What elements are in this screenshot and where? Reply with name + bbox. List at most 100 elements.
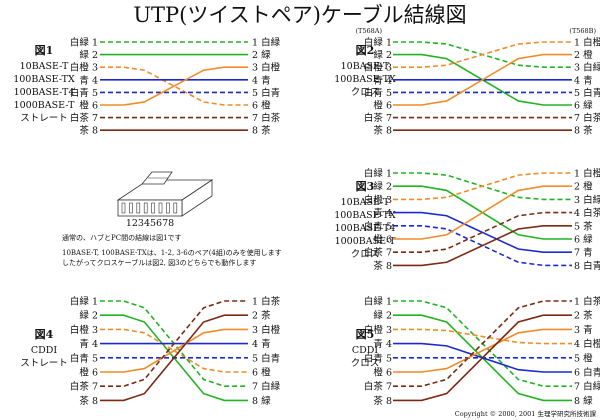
fig3-left-pin-1: 白緑 1	[364, 168, 392, 180]
fig4-right-pin-1: 1 白茶	[252, 296, 281, 308]
fig3-left-pin-2: 緑 2	[373, 181, 392, 193]
fig1-desc-4: 1000BASE-T	[14, 100, 76, 111]
fig1-left-pin-2: 緑 2	[79, 49, 98, 61]
note-1: 通常の、ハブとPC間の結線は図1です	[62, 233, 182, 242]
connector-contact-6	[158, 202, 163, 214]
fig1-left-pin-3: 白橙 3	[70, 62, 98, 74]
fig2-left-pin-2: 緑 2	[373, 49, 392, 61]
fig2-left-pin-5: 白青 5	[364, 87, 392, 99]
fig3-right-pin-1: 1 白橙	[574, 168, 600, 180]
fig2-left-pin-1: 白緑 1	[364, 37, 392, 49]
fig4-left-pin-1: 白緑 1	[70, 296, 98, 308]
fig5-right-pin-4: 4 白橙	[574, 338, 600, 350]
fig4-left-pin-8: 茶 8	[79, 395, 98, 407]
fig5-desc-2: クロス	[351, 358, 380, 369]
fig2-right-pin-1: 1 白橙	[574, 37, 600, 49]
fig2-std-left: (T568A)	[355, 27, 382, 35]
fig1-right-pin-8: 8 茶	[252, 125, 271, 137]
fig3-wire-8	[393, 225, 572, 267]
fig5-title: 図5	[356, 327, 375, 341]
connector-contact-4	[143, 202, 148, 214]
fig2-desc-1: 10BASE-T	[341, 61, 390, 72]
fig4-right-pin-2: 2 茶	[252, 310, 271, 322]
fig4-wire-6	[100, 328, 248, 373]
fig1-title: 図1	[35, 43, 54, 57]
fig4-desc-1: CDDI	[31, 345, 58, 356]
copyright: Copyright © 2000, 2001 生理学研究所技術課	[455, 409, 597, 418]
fig5-left-pin-1: 白緑 1	[364, 296, 392, 308]
fig1-right-pin-2: 2 緑	[252, 49, 271, 61]
fig5-right-pin-7: 7 白緑	[574, 381, 600, 393]
fig5-desc-1: CDDI	[352, 345, 379, 356]
fig4-left-pin-4: 青 4	[79, 338, 98, 350]
fig3-desc-4: 1000BASE-T	[335, 236, 397, 247]
fig3-left-pin-5: 白青 5	[364, 220, 392, 232]
fig2-right-pin-3: 3 白緑	[574, 62, 600, 74]
fig3-wire-3	[393, 172, 572, 201]
fig2-wire-6	[393, 53, 572, 106]
fig5-right-pin-2: 2 茶	[574, 310, 593, 322]
connector-contact-3	[136, 202, 141, 214]
fig4-right-pin-3: 3 白橙	[252, 324, 281, 336]
fig5-wire-7	[393, 300, 572, 387]
fig4-left-pin-2: 緑 2	[79, 310, 98, 322]
fig3-wire-6	[393, 185, 572, 240]
fig1-wire-3	[100, 66, 248, 106]
connector-contact-7	[166, 202, 170, 214]
connector-contact-5	[151, 202, 155, 214]
fig1-wire-6	[100, 66, 248, 106]
fig5-right-pin-6: 6 白青	[574, 367, 600, 379]
fig2-right-pin-6: 6 緑	[574, 100, 593, 112]
fig3-desc-3: 100BASE-T4	[335, 223, 396, 234]
fig5-left-pin-8: 茶 8	[373, 395, 392, 407]
fig2-right-pin-4: 4 青	[574, 74, 593, 86]
fig5-right-pin-3: 3 青	[574, 324, 593, 336]
fig2-right-pin-2: 2 橙	[574, 49, 593, 61]
fig1-desc-5: ストレート	[20, 113, 68, 124]
fig2-desc-2: 100BASE-TX	[334, 74, 396, 85]
fig2-desc-3: クロス	[351, 87, 380, 98]
fig5-wire-8	[393, 314, 572, 402]
fig5-left-pin-6: 橙 6	[373, 367, 392, 379]
fig2-left-pin-3: 白橙 3	[364, 62, 392, 74]
fig4-left-pin-3: 白橙 3	[70, 324, 98, 336]
fig2-right-pin-8: 8 茶	[574, 125, 593, 137]
fig3-desc-5: クロス	[351, 249, 380, 260]
fig1-left-pin-8: 茶 8	[79, 125, 98, 137]
fig1-right-pin-4: 4 青	[252, 74, 271, 86]
fig3-left-pin-3: 白橙 3	[364, 194, 392, 206]
fig3-right-pin-3: 3 白緑	[574, 194, 600, 206]
fig4-wire-7	[100, 300, 248, 387]
fig4-right-pin-7: 7 白緑	[252, 381, 281, 393]
fig4-wire-8	[100, 314, 248, 402]
fig1-left-pin-7: 白茶 7	[70, 112, 98, 124]
fig2-left-pin-6: 橙 6	[373, 100, 392, 112]
fig3-right-pin-5: 5 茶	[574, 220, 593, 232]
fig1-left-pin-4: 青 4	[79, 74, 98, 86]
fig3-right-pin-8: 8 白青	[574, 260, 600, 272]
fig5-wire-3	[393, 328, 572, 345]
fig2-title: 図2	[356, 43, 375, 57]
fig3-left-pin-8: 茶 8	[373, 260, 392, 272]
fig3-wire-7	[393, 211, 572, 253]
fig2-wire-3	[393, 41, 572, 68]
fig2-right-pin-7: 7 白茶	[574, 112, 600, 124]
fig1-right-pin-7: 7 白茶	[252, 112, 281, 124]
fig4-group: 図4 CDDI ストレート 白緑 1 緑 2 白橙 3 青 4 白青 5 橙 6 白茶 7 茶 8 1…	[20, 296, 280, 407]
connector-contact-1	[121, 202, 126, 214]
note-3: したがってクロスケーブルは図2, 図3のどちらでも動作します	[62, 258, 256, 267]
fig3-right-pin-6: 6 緑	[574, 234, 593, 246]
fig4-desc-2: ストレート	[20, 358, 68, 369]
fig1-right-pin-6: 6 橙	[252, 100, 271, 112]
fig3-desc-2: 100BASE-TX	[334, 210, 396, 221]
fig4-title: 図4	[35, 327, 54, 341]
fig3-title: 図3	[356, 179, 375, 193]
fig3-right-pin-2: 2 橙	[574, 181, 593, 193]
fig1-left-pin-6: 橙 6	[79, 100, 98, 112]
fig5-right-pin-5: 5 橙	[574, 352, 593, 364]
fig5-left-pin-2: 緑 2	[373, 310, 392, 322]
fig1-right-pin-1: 1 白緑	[252, 37, 281, 49]
connector-pin-numbers: 12345678	[126, 218, 174, 229]
figures: 図1 10BASE-T 100BASE-TX 100BASE-T4 1000BASE-T…	[13, 27, 600, 407]
